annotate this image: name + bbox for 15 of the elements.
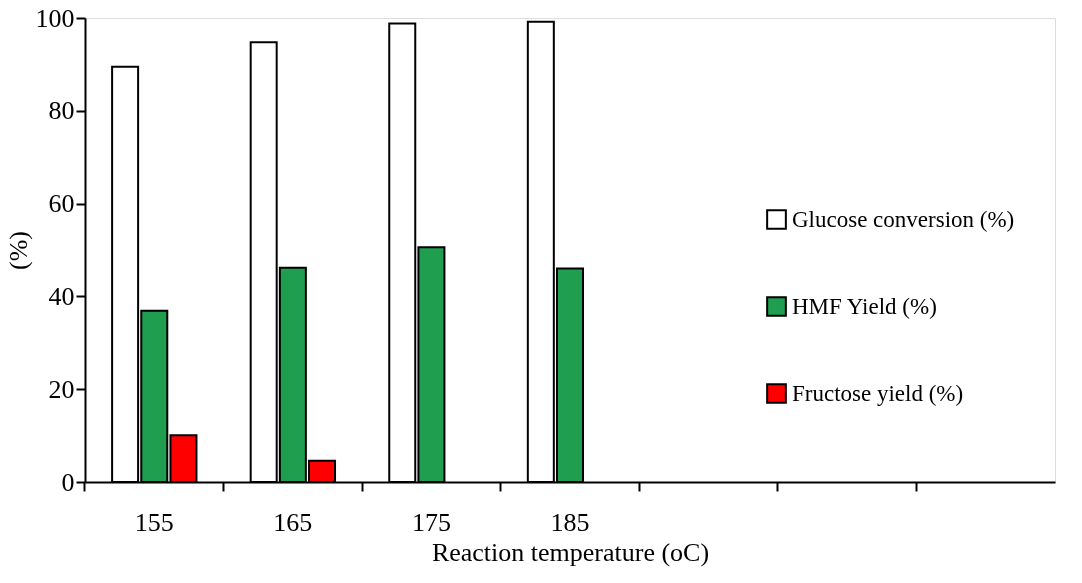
y-tick-label: 80: [48, 96, 75, 126]
x-axis-title: Reaction temperature (oC): [431, 537, 710, 567]
y-tick-label: 0: [61, 467, 75, 497]
x-tick-label: 155: [134, 507, 174, 537]
legend-label: HMF Yield (%): [792, 293, 937, 319]
legend-label: Fructose yield (%): [792, 380, 964, 406]
y-axis-title: (%): [3, 231, 33, 270]
x-tick-label: 165: [273, 507, 313, 537]
y-tick-label: 100: [35, 3, 75, 33]
legend-label: Glucose conversion (%): [792, 206, 1015, 232]
y-tick-label: 60: [48, 189, 75, 219]
x-tick-label: 175: [411, 507, 451, 537]
y-tick-label: 20: [48, 374, 75, 404]
y-tick-label: 40: [48, 281, 75, 311]
x-tick-label: 185: [550, 507, 590, 537]
